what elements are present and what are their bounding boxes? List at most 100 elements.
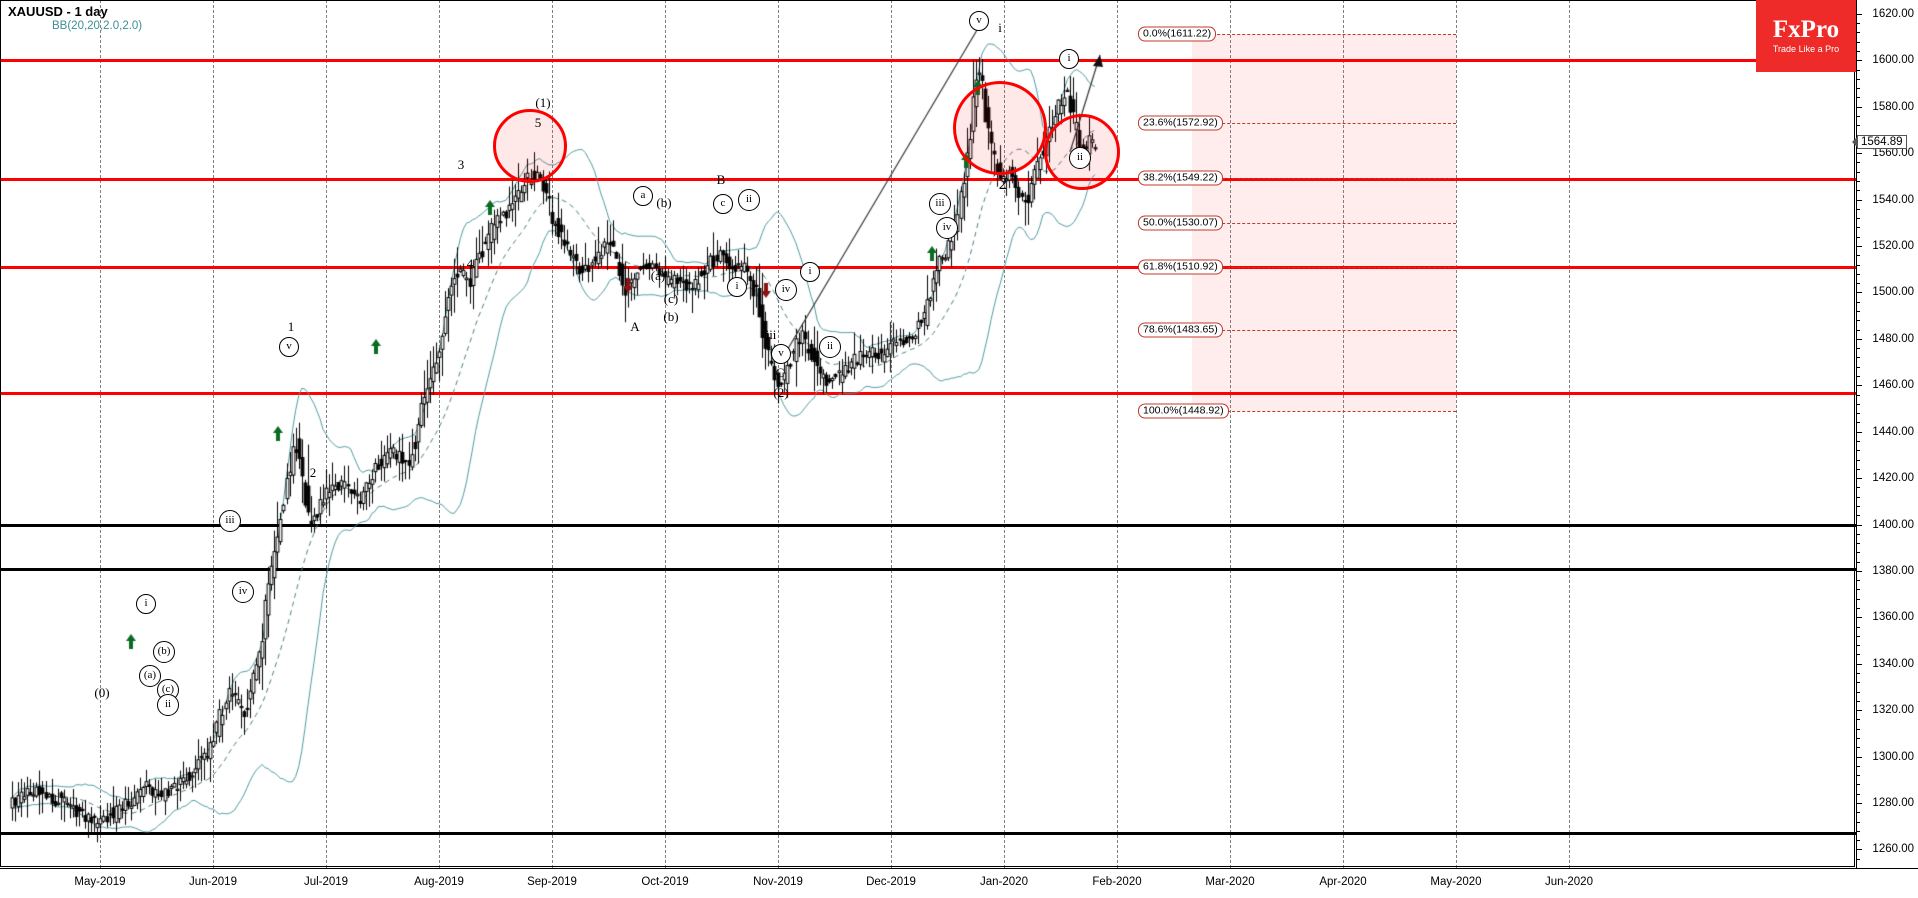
price-tick-mark xyxy=(1857,246,1862,247)
logo-brand: FxPro xyxy=(1772,16,1840,43)
price-tick-mark xyxy=(1857,153,1862,155)
price-tick-minor xyxy=(1857,747,1860,749)
price-tick-minor xyxy=(1857,728,1860,730)
candlestick-canvas xyxy=(0,0,1856,868)
highlight-circle xyxy=(493,109,567,183)
price-tick-label: 1260.00 xyxy=(1872,843,1914,856)
price-tick-minor xyxy=(1857,598,1860,600)
current-price-tag: 1564.89 xyxy=(1857,134,1907,149)
date-tick-label: Jan-2020 xyxy=(980,876,1028,888)
elliott-wave-label: (0) xyxy=(94,685,110,700)
price-tick-minor xyxy=(1857,88,1860,90)
price-tick-minor xyxy=(1857,329,1860,331)
price-tick-minor xyxy=(1857,422,1860,424)
price-tick-label: 1480.00 xyxy=(1872,332,1914,345)
highlight-circle xyxy=(1044,114,1120,190)
elliott-wave-label: (b) xyxy=(663,309,679,324)
elliott-wave-label: 3 xyxy=(457,157,465,172)
elliott-wave-label: 1 xyxy=(287,319,295,334)
elliott-wave-label: ii xyxy=(1069,147,1091,169)
highlight-circle xyxy=(953,81,1047,175)
price-axis[interactable]: 1620.00 1600.00 1580.00 1560.00 1540.00 1520.… xyxy=(1856,0,1918,888)
fxpro-logo: FxPro Trade Like a Pro xyxy=(1756,0,1856,72)
price-tick-minor xyxy=(1857,543,1860,545)
price-tick-minor xyxy=(1857,515,1860,517)
price-tick-minor xyxy=(1857,208,1860,210)
price-tick-minor xyxy=(1857,840,1860,842)
price-tick-minor xyxy=(1857,812,1860,814)
elliott-wave-label: iv xyxy=(232,581,254,603)
date-tick-label: Apr-2020 xyxy=(1319,876,1367,888)
price-tick-minor xyxy=(1857,821,1860,823)
elliott-wave-label: (c) xyxy=(663,291,679,306)
price-tick-minor xyxy=(1857,468,1860,470)
price-tick-minor xyxy=(1857,496,1860,498)
date-tick-label: Jun-2019 xyxy=(189,876,237,888)
elliott-wave-label: i xyxy=(727,277,747,297)
price-tick-minor xyxy=(1857,236,1860,238)
price-tick-mark xyxy=(1857,60,1862,62)
price-tick-minor xyxy=(1857,459,1860,461)
elliott-wave-label: 2 xyxy=(998,174,1008,193)
price-tick-minor xyxy=(1857,830,1860,832)
price-tick-minor xyxy=(1857,580,1860,582)
price-tick-minor xyxy=(1857,97,1860,99)
price-tick-minor xyxy=(1857,116,1860,118)
price-tick-mark xyxy=(1857,338,1862,340)
price-tick-mark xyxy=(1857,385,1862,387)
price-tick-minor xyxy=(1857,41,1860,43)
price-tick-minor xyxy=(1857,450,1860,452)
date-axis[interactable]: May-2019 Jun-2019 Jul-2019 Aug-2019 Sep-2019… xyxy=(0,868,1918,898)
price-tick-minor xyxy=(1857,673,1860,675)
price-tick-label: 1400.00 xyxy=(1872,518,1914,531)
chart-plot-area[interactable]: (0) (a) (b) (c) i ii iii iv v 1 2 3 4 5 (1) a (b) (a) (c)(… xyxy=(0,0,1856,868)
price-tick-label: 1320.00 xyxy=(1872,704,1914,717)
price-tick-mark xyxy=(1857,478,1862,480)
price-tick-minor xyxy=(1857,608,1860,610)
elliott-wave-label: ii xyxy=(157,694,179,716)
fibonacci-level-label: 38.2%(1549.22) xyxy=(1138,170,1223,186)
price-tick-minor xyxy=(1857,162,1860,164)
date-tick-label: Oct-2019 xyxy=(641,876,689,888)
price-tick-label: 1460.00 xyxy=(1872,379,1914,392)
price-tick-label: 1420.00 xyxy=(1872,472,1914,485)
elliott-wave-label: 4 xyxy=(466,256,474,271)
price-tick-label: 1300.00 xyxy=(1872,750,1914,763)
price-tick-minor xyxy=(1857,505,1860,507)
elliott-wave-label: (2) xyxy=(773,385,789,400)
price-tick-minor xyxy=(1857,255,1860,257)
price-tick-mark xyxy=(1857,663,1862,665)
elliott-wave-label: a xyxy=(633,186,653,206)
elliott-wave-label: 2 xyxy=(309,465,317,480)
price-tick-label: 1280.00 xyxy=(1872,797,1914,810)
price-tick-minor xyxy=(1857,78,1860,80)
price-tick-label: 1620.00 xyxy=(1872,7,1914,20)
elliott-wave-label: (b) xyxy=(153,641,175,663)
elliott-wave-label: iii xyxy=(765,327,777,342)
price-tick-label: 1500.00 xyxy=(1872,286,1914,299)
elliott-wave-label: i xyxy=(800,262,820,282)
date-tick-label: Feb-2020 xyxy=(1092,876,1142,888)
elliott-wave-label: i xyxy=(998,20,1002,35)
price-tick-minor xyxy=(1857,218,1860,220)
price-tick-label: 1560.00 xyxy=(1872,147,1914,160)
price-tick-mark xyxy=(1857,710,1862,712)
indicator-label: BB(20,20,2.0,2.0) xyxy=(52,20,143,32)
elliott-wave-label: iv xyxy=(936,217,958,239)
elliott-wave-label: ii xyxy=(738,189,760,211)
price-tick-minor xyxy=(1857,691,1860,693)
price-tick-minor xyxy=(1857,310,1860,312)
price-tick-minor xyxy=(1857,561,1860,563)
elliott-wave-label: 5 xyxy=(534,115,542,130)
price-tick-minor xyxy=(1857,264,1860,266)
price-tick-minor xyxy=(1857,190,1860,192)
price-tick-minor xyxy=(1857,301,1860,303)
elliott-wave-label: iii xyxy=(929,193,951,215)
fibonacci-level-label: 23.6%(1572.92) xyxy=(1138,115,1223,131)
price-tick-minor xyxy=(1857,125,1860,127)
price-tick-label: 1600.00 xyxy=(1872,54,1914,67)
price-tick-minor xyxy=(1857,32,1860,34)
price-tick-mark xyxy=(1857,756,1862,758)
price-tick-minor xyxy=(1857,283,1860,285)
elliott-wave-label: ii xyxy=(819,336,841,358)
